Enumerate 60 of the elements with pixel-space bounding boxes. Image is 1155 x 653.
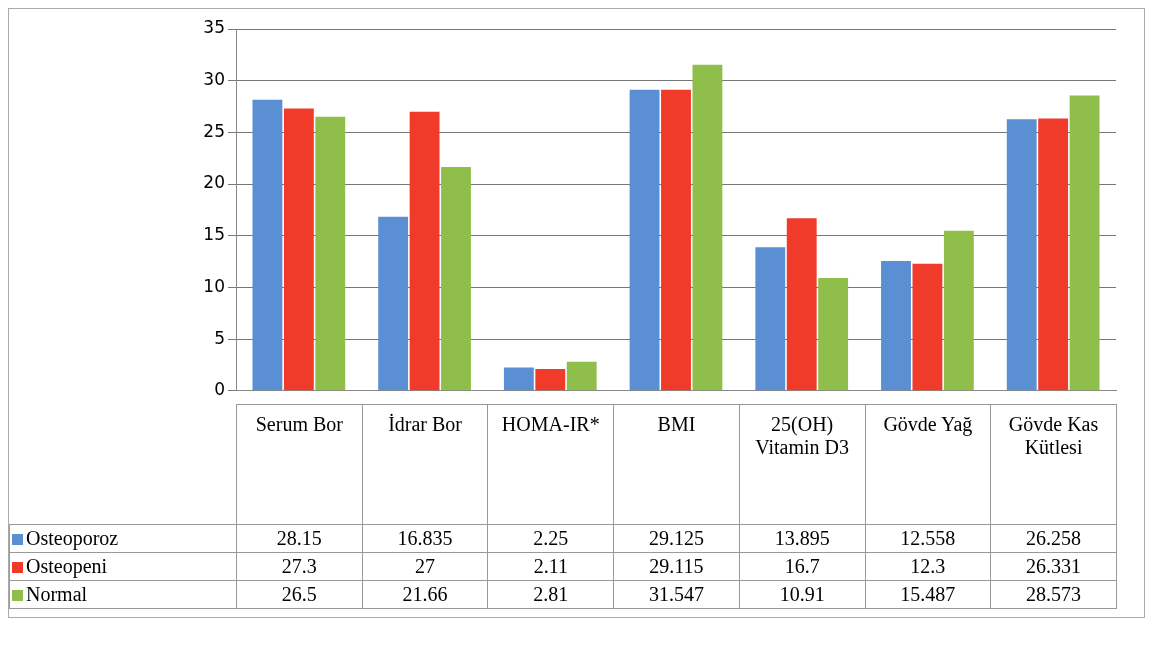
legend-label: Osteopeni bbox=[9, 552, 237, 581]
bar bbox=[315, 116, 346, 391]
bar bbox=[912, 263, 943, 391]
bar bbox=[535, 368, 566, 391]
data-label: 29.115 bbox=[613, 552, 740, 581]
data-label: 16.835 bbox=[362, 524, 488, 553]
bar bbox=[629, 89, 660, 391]
x-tick-label: Gövde Yağ bbox=[865, 404, 991, 525]
bar bbox=[881, 260, 911, 391]
y-tick-label: 0 bbox=[214, 379, 225, 400]
y-tick-label: 35 bbox=[203, 17, 225, 38]
bar bbox=[943, 230, 974, 391]
data-label: 2.81 bbox=[487, 580, 614, 609]
data-label: 15.487 bbox=[865, 580, 991, 609]
y-tick-label: 20 bbox=[203, 172, 225, 193]
data-label: 26.5 bbox=[236, 580, 363, 609]
x-tick-label: HOMA-IR* bbox=[487, 404, 614, 525]
y-tick-label: 30 bbox=[203, 69, 225, 90]
bar bbox=[692, 64, 723, 391]
bar bbox=[1006, 119, 1037, 391]
bar bbox=[409, 111, 440, 391]
x-tick-label: 25(OH) Vitamin D3 bbox=[739, 404, 866, 525]
legend-label: Normal bbox=[9, 580, 237, 609]
data-label: 2.11 bbox=[487, 552, 614, 581]
legend-label: Osteoporoz bbox=[9, 524, 237, 553]
data-label: 13.895 bbox=[739, 524, 866, 553]
bar bbox=[441, 166, 471, 391]
bar bbox=[283, 108, 314, 391]
data-label: 27 bbox=[362, 552, 488, 581]
data-label: 27.3 bbox=[236, 552, 363, 581]
data-label: 16.7 bbox=[739, 552, 866, 581]
x-tick-label: Serum Bor bbox=[236, 404, 363, 525]
y-tick-label: 10 bbox=[203, 275, 225, 296]
data-label: 31.547 bbox=[613, 580, 740, 609]
data-label: 12.558 bbox=[865, 524, 991, 553]
bar bbox=[252, 99, 283, 391]
data-label: 29.125 bbox=[613, 524, 740, 553]
bar bbox=[661, 89, 691, 391]
bar bbox=[566, 361, 597, 391]
data-label: 28.15 bbox=[236, 524, 363, 553]
x-tick-label: BMI bbox=[613, 404, 740, 525]
bar bbox=[786, 218, 817, 391]
bar bbox=[755, 247, 786, 391]
data-label: 28.573 bbox=[990, 580, 1117, 609]
data-label: 10.91 bbox=[739, 580, 866, 609]
data-label: 26.331 bbox=[990, 552, 1117, 581]
bar bbox=[503, 367, 534, 391]
data-label: 21.66 bbox=[362, 580, 488, 609]
y-tick-label: 5 bbox=[214, 327, 225, 348]
data-label: 26.258 bbox=[990, 524, 1117, 553]
x-tick-label: Gövde Kas Kütlesi bbox=[990, 404, 1117, 525]
bar bbox=[378, 216, 409, 391]
x-tick-label: İdrar Bor bbox=[362, 404, 488, 525]
bar bbox=[818, 278, 849, 391]
y-tick-label: 15 bbox=[203, 224, 225, 245]
data-label: 12.3 bbox=[865, 552, 991, 581]
y-tick-label: 25 bbox=[203, 120, 225, 141]
data-label: 2.25 bbox=[487, 524, 614, 553]
bar bbox=[1038, 118, 1069, 391]
bar bbox=[1069, 95, 1100, 391]
